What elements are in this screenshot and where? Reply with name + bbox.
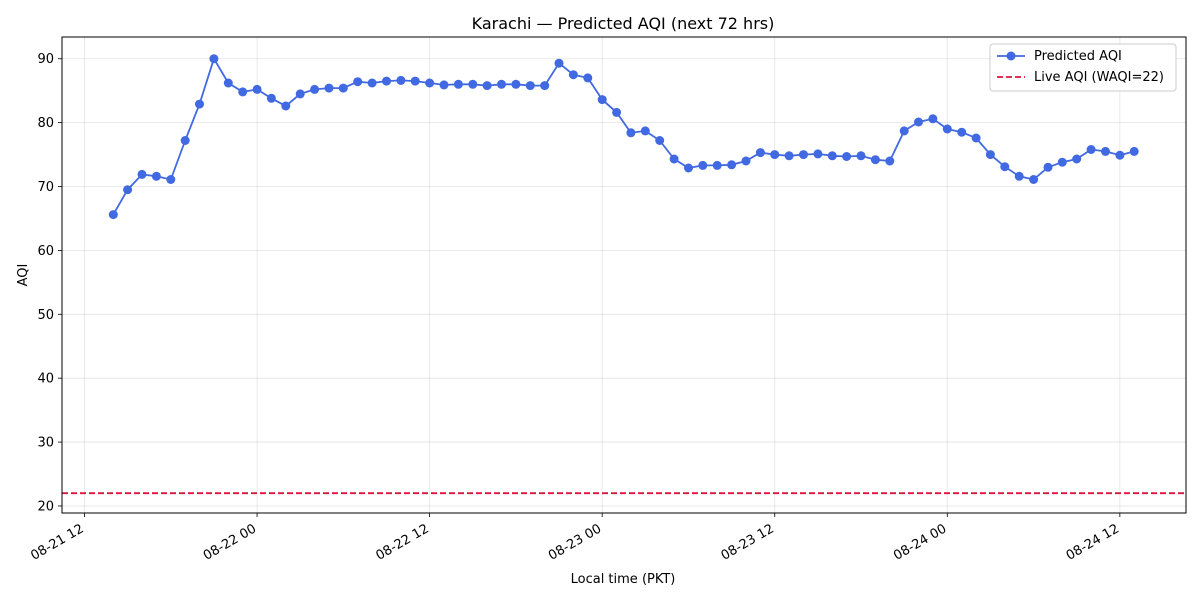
y-axis-label: AQI	[16, 264, 31, 287]
y-tick-label: 90	[37, 52, 54, 67]
y-tick-label: 50	[37, 308, 54, 323]
predicted-aqi-point	[799, 150, 808, 160]
chart-title: Karachi — Predicted AQI (next 72 hrs)	[472, 14, 775, 33]
predicted-aqi-point	[1101, 146, 1110, 156]
predicted-aqi-point	[957, 127, 967, 137]
predicted-aqi-point	[439, 80, 449, 90]
predicted-aqi-point	[310, 84, 320, 94]
plot-frame	[61, 36, 1187, 514]
predicted-aqi-point	[295, 89, 305, 99]
predicted-aqi-point	[640, 126, 650, 136]
predicted-aqi-point	[914, 117, 923, 127]
predicted-aqi-point	[1086, 145, 1096, 154]
predicted-aqi-point	[525, 81, 535, 91]
predicted-aqi-point	[1057, 157, 1067, 167]
predicted-aqi-point	[252, 84, 262, 94]
predicted-aqi-point	[382, 76, 391, 86]
predicted-aqi-point	[482, 81, 492, 91]
predicted-aqi-point	[1014, 171, 1024, 181]
predicted-aqi-point	[755, 148, 765, 158]
predicted-aqi-point	[655, 136, 665, 145]
predicted-aqi-point	[238, 87, 248, 97]
predicted-aqi-point	[554, 58, 564, 68]
legend-label-live: Live AQI (WAQI=22)	[1034, 70, 1164, 85]
predicted-aqi-point	[784, 151, 794, 161]
predicted-aqi-point	[166, 175, 176, 184]
predicted-aqi-point	[899, 126, 909, 136]
y-tick-label: 60	[37, 244, 54, 259]
predicted-aqi-point	[770, 150, 780, 160]
predicted-aqi-point	[497, 79, 506, 89]
series-group	[108, 54, 1139, 220]
predicted-aqi-point	[281, 101, 291, 111]
y-tick-label: 80	[37, 116, 54, 131]
predicted-aqi-point	[151, 171, 161, 181]
predicted-aqi-point	[410, 76, 420, 86]
predicted-aqi-point	[583, 73, 593, 83]
predicted-aqi-point	[338, 83, 348, 93]
predicted-aqi-point	[985, 150, 995, 160]
predicted-aqi-point	[626, 128, 636, 138]
predicted-aqi-point	[741, 156, 751, 166]
predicted-aqi-point	[971, 133, 981, 143]
predicted-aqi-point	[223, 78, 233, 88]
predicted-aqi-point	[842, 152, 852, 161]
predicted-aqi-point	[669, 154, 679, 164]
predicted-aqi-point	[727, 160, 737, 170]
y-tick-label: 20	[37, 499, 54, 514]
predicted-aqi-point	[108, 210, 118, 220]
predicted-aqi-point	[612, 107, 622, 117]
predicted-aqi-point	[266, 93, 276, 103]
predicted-aqi-point	[195, 99, 204, 109]
predicted-aqi-point	[712, 160, 722, 170]
y-tick-label: 70	[37, 180, 54, 195]
predicted-aqi-point	[942, 124, 952, 134]
predicted-aqi-point	[123, 185, 133, 195]
predicted-aqi-point	[870, 155, 880, 165]
predicted-aqi-point	[1115, 150, 1125, 160]
predicted-aqi-point	[540, 81, 550, 91]
predicted-aqi-point	[568, 70, 578, 80]
predicted-aqi-point	[396, 75, 406, 85]
predicted-aqi-point	[209, 54, 219, 64]
predicted-aqi-point	[137, 169, 147, 179]
predicted-aqi-point	[1043, 162, 1053, 172]
predicted-aqi-point	[1129, 146, 1139, 156]
legend: Predicted AQI Live AQI (WAQI=22)	[989, 43, 1177, 92]
x-axis-label: Local time (PKT)	[571, 572, 676, 587]
predicted-aqi-point	[180, 136, 190, 145]
y-tick-label: 30	[37, 436, 54, 451]
legend-marker-predicted	[1006, 51, 1016, 61]
predicted-aqi-point	[1072, 154, 1082, 164]
predicted-aqi-point	[453, 79, 463, 89]
predicted-aqi-point	[698, 160, 708, 170]
legend-label-predicted: Predicted AQI	[1034, 49, 1122, 64]
predicted-aqi-point	[684, 163, 693, 173]
y-tick-label: 40	[37, 372, 54, 387]
predicted-aqi-point	[885, 156, 895, 166]
predicted-aqi-point	[928, 114, 938, 124]
predicted-aqi-point	[324, 83, 334, 93]
predicted-aqi-point	[1000, 162, 1010, 172]
predicted-aqi-point	[425, 78, 435, 88]
legend-box	[989, 43, 1177, 92]
predicted-aqi-point	[813, 149, 823, 159]
predicted-aqi-point	[827, 151, 837, 161]
predicted-aqi-point	[367, 78, 377, 88]
predicted-aqi-point	[353, 77, 363, 87]
predicted-aqi-point	[597, 95, 607, 105]
predicted-aqi-point	[511, 79, 521, 89]
predicted-aqi-point	[1029, 175, 1039, 184]
predicted-aqi-point	[856, 151, 866, 161]
predicted-aqi-point	[468, 79, 478, 89]
